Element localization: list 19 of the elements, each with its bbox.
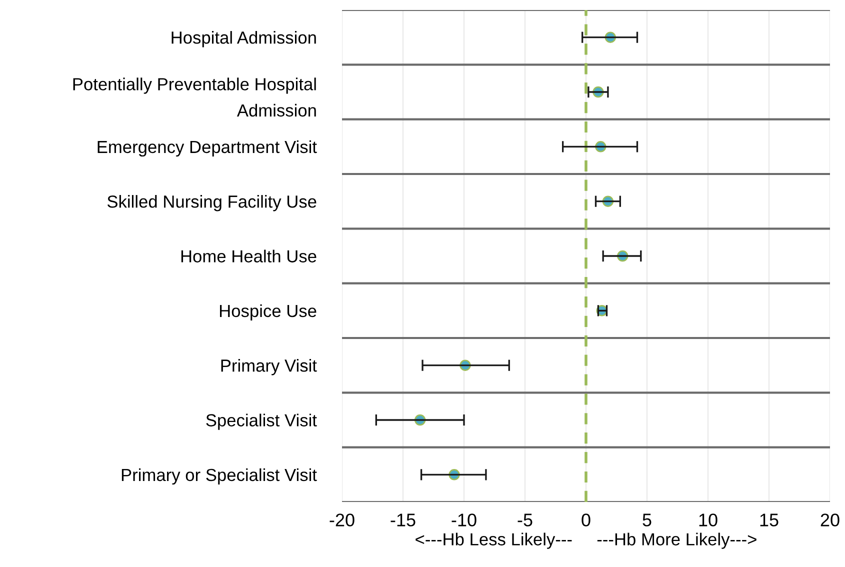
y-tick-label: Primary Visit — [221, 359, 317, 376]
x-axis-title: <---Hb Less Likely--- ---Hb More Likely---> — [416, 532, 756, 549]
y-tick-label: Hospice Use — [220, 304, 316, 321]
x-tick-label: -15 — [390, 514, 416, 526]
y-tick-label: Specialist Visit — [206, 414, 317, 430]
y-tick-label: Home Health Use — [181, 250, 316, 262]
x-tick-label: 0 — [582, 514, 590, 526]
y-tick-label: Skilled Nursing Facility Use — [107, 195, 316, 212]
x-tick-label: 5 — [642, 514, 652, 526]
x-tick-label: 15 — [760, 514, 778, 526]
y-tick-label: Potentially Preventable Hospital Admission — [73, 78, 316, 117]
x-tick-label: 10 — [699, 514, 718, 526]
y-tick-label: Emergency Department Visit — [98, 140, 317, 157]
y-tick-label: Primary or Specialist Visit — [122, 468, 317, 485]
x-tick-label: -20 — [330, 514, 354, 526]
y-tick-label: Hospital Admission — [172, 31, 316, 48]
x-tick-label: 20 — [820, 514, 840, 526]
x-tick-label: -5 — [518, 514, 532, 526]
x-tick-label: -10 — [452, 514, 476, 526]
